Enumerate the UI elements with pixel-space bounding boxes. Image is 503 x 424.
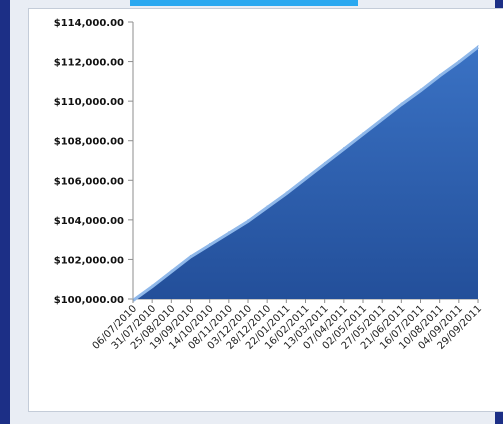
y-tick-label: $108,000.00 [54, 137, 124, 148]
data-point [304, 176, 307, 178]
data-point [439, 73, 441, 76]
y-tick-label: $110,000.00 [54, 97, 124, 108]
data-point [381, 117, 383, 119]
data-point [419, 88, 422, 90]
data-point [458, 59, 460, 62]
data-point [247, 219, 249, 221]
data-point [209, 243, 211, 245]
data-point [477, 45, 479, 47]
y-tick-label: $100,000.00 [54, 295, 124, 306]
y-tick-label: $104,000.00 [54, 216, 124, 227]
y-tick-label: $114,000.00 [54, 18, 124, 29]
data-point [228, 231, 230, 233]
data-point [285, 191, 287, 193]
data-point [189, 254, 192, 257]
y-tick-label: $106,000.00 [54, 176, 124, 187]
area-top-edge [132, 46, 479, 302]
area-series [133, 45, 478, 299]
data-point [151, 284, 153, 286]
data-point [362, 132, 364, 134]
header-accent-bar [130, 0, 358, 6]
data-point [400, 102, 402, 104]
y-tick-label: $102,000.00 [54, 255, 124, 266]
data-point [266, 205, 268, 207]
data-point [170, 269, 172, 271]
y-tick-label: $112,000.00 [54, 58, 124, 69]
data-point [324, 161, 326, 164]
data-point [343, 147, 345, 149]
